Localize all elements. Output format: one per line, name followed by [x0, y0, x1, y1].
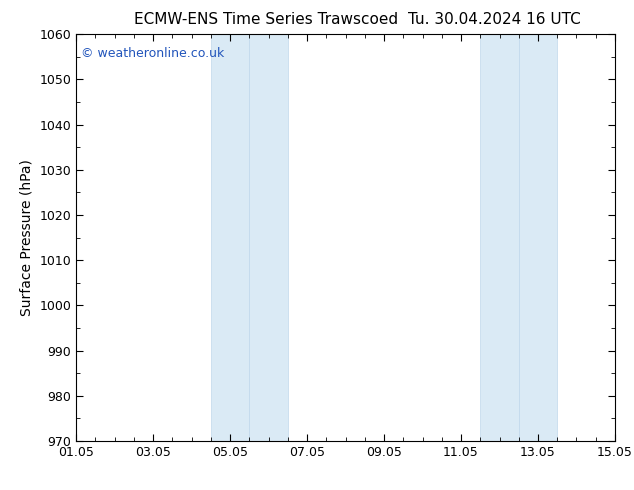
Bar — [519, 34, 557, 441]
Y-axis label: Surface Pressure (hPa): Surface Pressure (hPa) — [20, 159, 34, 316]
Text: ECMW-ENS Time Series Trawscoed: ECMW-ENS Time Series Trawscoed — [134, 12, 398, 27]
Bar — [249, 34, 288, 441]
Bar — [480, 34, 519, 441]
Text: Tu. 30.04.2024 16 UTC: Tu. 30.04.2024 16 UTC — [408, 12, 581, 27]
Text: © weatheronline.co.uk: © weatheronline.co.uk — [81, 47, 224, 59]
Bar — [210, 34, 249, 441]
